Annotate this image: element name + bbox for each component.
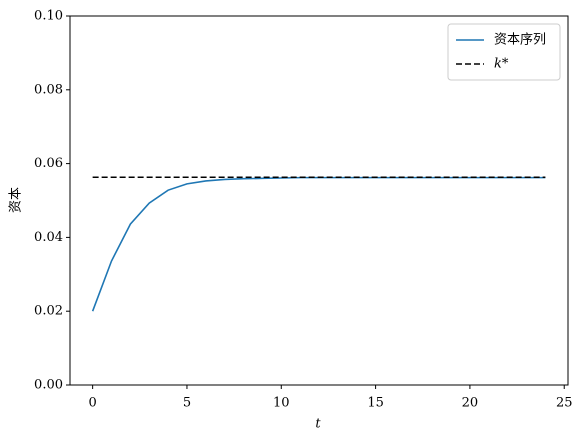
data-line (91, 176, 546, 312)
x-axis-label: t (315, 417, 321, 432)
x-tick-label: 25 (556, 396, 573, 411)
plot-frame (69, 15, 569, 386)
y-tick-label: 0.08 (34, 82, 63, 97)
x-tick-label: 15 (367, 396, 384, 411)
x-tick-label: 20 (462, 396, 479, 411)
y-tick-label: 0.10 (34, 9, 63, 24)
x-tick-label: 10 (273, 396, 290, 411)
legend-label: 资本序列 (494, 33, 546, 48)
y-tick-label: 0.00 (34, 378, 63, 393)
y-tick-label: 0.02 (34, 304, 63, 319)
y-tick-label: 0.06 (34, 156, 63, 171)
legend-label: k* (494, 57, 509, 72)
y-tick-label: 0.04 (34, 230, 63, 245)
x-tick-label: 0 (88, 396, 96, 411)
y-axis-label: 资本 (9, 187, 24, 213)
x-tick-label: 5 (183, 396, 191, 411)
legend-box (447, 23, 561, 81)
